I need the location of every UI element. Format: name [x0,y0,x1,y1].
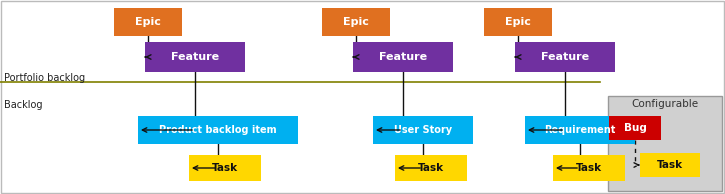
Text: Requirement: Requirement [544,125,616,135]
Text: Task: Task [418,163,444,173]
Text: Product backlog item: Product backlog item [160,125,277,135]
Text: Epic: Epic [343,17,369,27]
Text: Feature: Feature [171,52,219,62]
Bar [353,42,453,72]
Text: Configurable: Configurable [631,99,699,109]
Text: Epic: Epic [505,17,531,27]
Bar [640,153,700,177]
Bar [114,8,182,36]
Bar [138,116,298,144]
Text: Bug: Bug [624,123,647,133]
Text: Portfolio backlog: Portfolio backlog [4,73,85,83]
Bar [189,155,261,181]
Text: Task: Task [657,160,683,170]
Bar [322,8,390,36]
Bar [484,8,552,36]
Bar [609,116,661,140]
Text: Feature: Feature [379,52,427,62]
Bar [525,116,635,144]
Text: Epic: Epic [135,17,161,27]
Text: User Story: User Story [394,125,452,135]
Bar [553,155,625,181]
Text: Backlog: Backlog [4,100,43,110]
Bar [373,116,473,144]
Bar [395,155,467,181]
Bar [145,42,245,72]
Text: Task: Task [576,163,602,173]
Text: Feature: Feature [541,52,589,62]
Bar [515,42,615,72]
Text: Task: Task [212,163,238,173]
Bar [608,96,722,191]
